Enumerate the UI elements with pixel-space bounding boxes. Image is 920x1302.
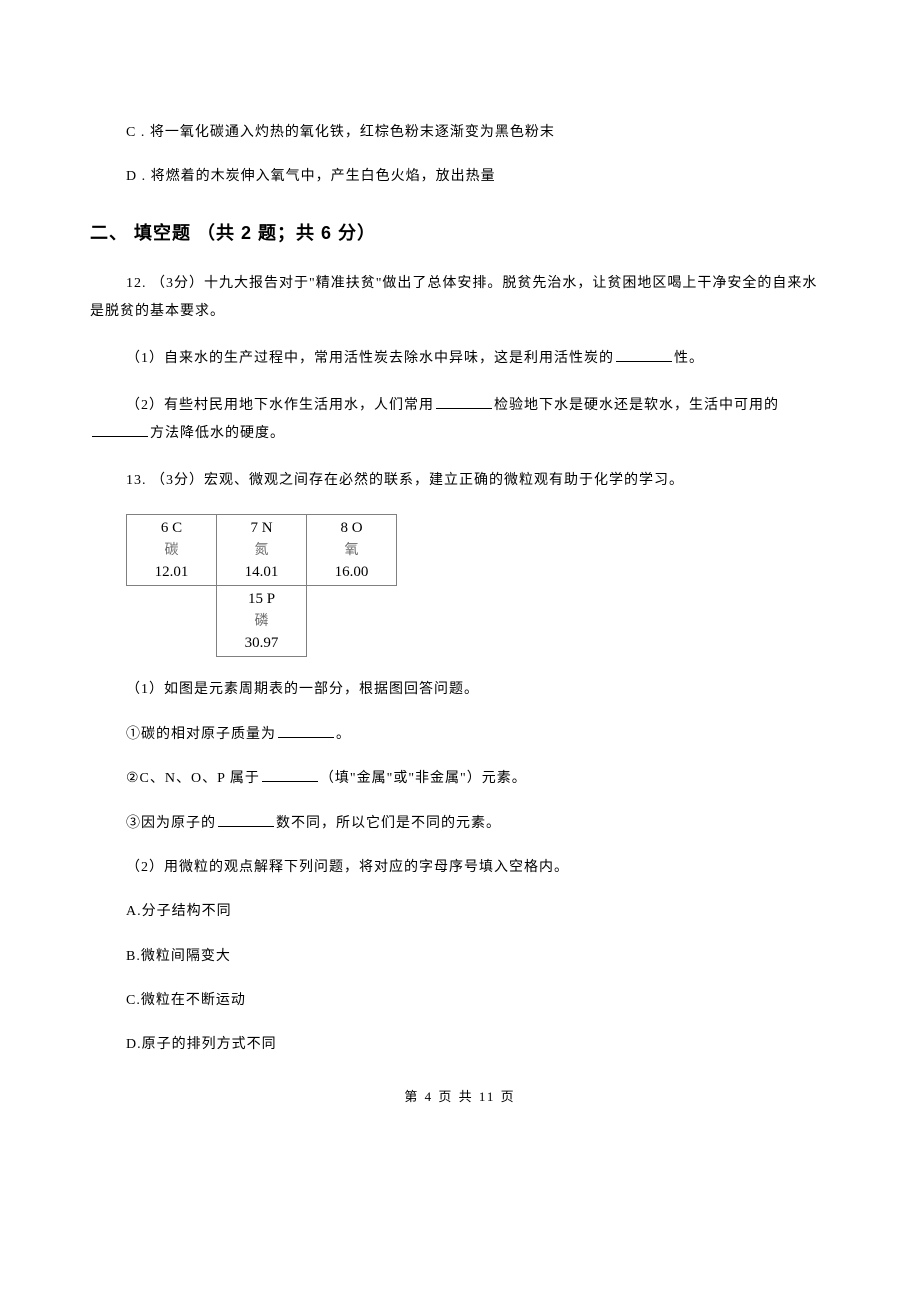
q12-part1: （1）自来水的生产过程中，常用活性炭去除水中异味，这是利用活性炭的 性。 [90,348,830,370]
pt-mass: 16.00 [335,564,369,580]
pt-mass: 14.01 [245,564,279,580]
pt-num: 8 O [340,520,362,536]
q13-1-1-a: ①碳的相对原子质量为 [126,727,276,742]
q13-1-2-b: （填"金属"或"非金属"）元素。 [320,771,527,786]
q12-p2-text-c: 方法降低水的硬度。 [150,426,285,441]
q13-part1: （1）如图是元素周期表的一部分，根据图回答问题。 [90,679,830,701]
choice-a: A.分子结构不同 [126,901,830,923]
q12-p2-text-a: （2）有些村民用地下水作生活用水，人们常用 [126,398,434,413]
pt-cell-empty [307,586,397,657]
option-c: C . 将一氧化碳通入灼热的氧化铁，红棕色粉末逐渐变为黑色粉末 [126,122,830,144]
table-row: 6 C 碳 12.01 7 N 氮 14.01 8 O 氧 16.00 [127,515,397,586]
blank-q13-2 [262,768,318,782]
q12-p2-text-b: 检验地下水是硬水还是软水，生活中可用的 [494,398,779,413]
pt-cell-n: 7 N 氮 14.01 [217,515,307,586]
blank-q12-3 [92,423,148,437]
pt-name: 氮 [255,543,269,558]
blank-q12-1 [616,348,672,362]
pt-mass: 12.01 [155,564,189,580]
pt-num: 15 P [248,591,275,607]
q13-1-1-b: 。 [336,727,351,742]
q12-intro: 12. （3分）十九大报告对于"精准扶贫"做出了总体安排。脱贫先治水，让贫困地区… [90,270,830,326]
q13-intro: 13. （3分）宏观、微观之间存在必然的联系，建立正确的微粒观有助于化学的学习。 [90,470,830,492]
q13-1-2-a: ②C、N、O、P 属于 [126,771,260,786]
q13-sub2: ②C、N、O、P 属于 （填"金属"或"非金属"）元素。 [90,768,830,790]
blank-q13-3 [218,813,274,827]
pt-mass: 30.97 [245,635,279,651]
pt-cell-c: 6 C 碳 12.01 [127,515,217,586]
q13-sub1: ①碳的相对原子质量为 。 [90,724,830,746]
q13-sub3: ③因为原子的 数不同，所以它们是不同的元素。 [90,813,830,835]
pt-num: 7 N [250,520,272,536]
q13-1-3-a: ③因为原子的 [126,816,216,831]
pt-cell-p: 15 P 磷 30.97 [217,586,307,657]
pt-name: 碳 [165,543,179,558]
choice-d: D.原子的排列方式不同 [126,1034,830,1056]
pt-name: 磷 [255,614,269,629]
option-d: D . 将燃着的木炭伸入氧气中，产生白色火焰，放出热量 [126,166,830,188]
blank-q12-2 [436,395,492,409]
q13-1-3-b: 数不同，所以它们是不同的元素。 [276,816,501,831]
q12-p1-text-a: （1）自来水的生产过程中，常用活性炭去除水中异味，这是利用活性炭的 [126,351,614,366]
pt-num: 6 C [161,520,182,536]
blank-q13-1 [278,724,334,738]
q12-p1-text-b: 性。 [674,351,704,366]
pt-cell-o: 8 O 氧 16.00 [307,515,397,586]
choice-c: C.微粒在不断运动 [126,990,830,1012]
periodic-table: 6 C 碳 12.01 7 N 氮 14.01 8 O 氧 16.00 15 P… [126,514,397,657]
section-heading-2: 二、 填空题 （共 2 题；共 6 分） [90,219,830,248]
choice-b: B.微粒间隔变大 [126,946,830,968]
q13-part2: （2）用微粒的观点解释下列问题，将对应的字母序号填入空格内。 [90,857,830,879]
pt-name: 氧 [345,543,359,558]
pt-cell-empty [127,586,217,657]
q12-part2: （2）有些村民用地下水作生活用水，人们常用 检验地下水是硬水还是软水，生活中可用的… [90,392,830,448]
page-footer: 第 4 页 共 11 页 [90,1087,830,1108]
table-row: 15 P 磷 30.97 [127,586,397,657]
